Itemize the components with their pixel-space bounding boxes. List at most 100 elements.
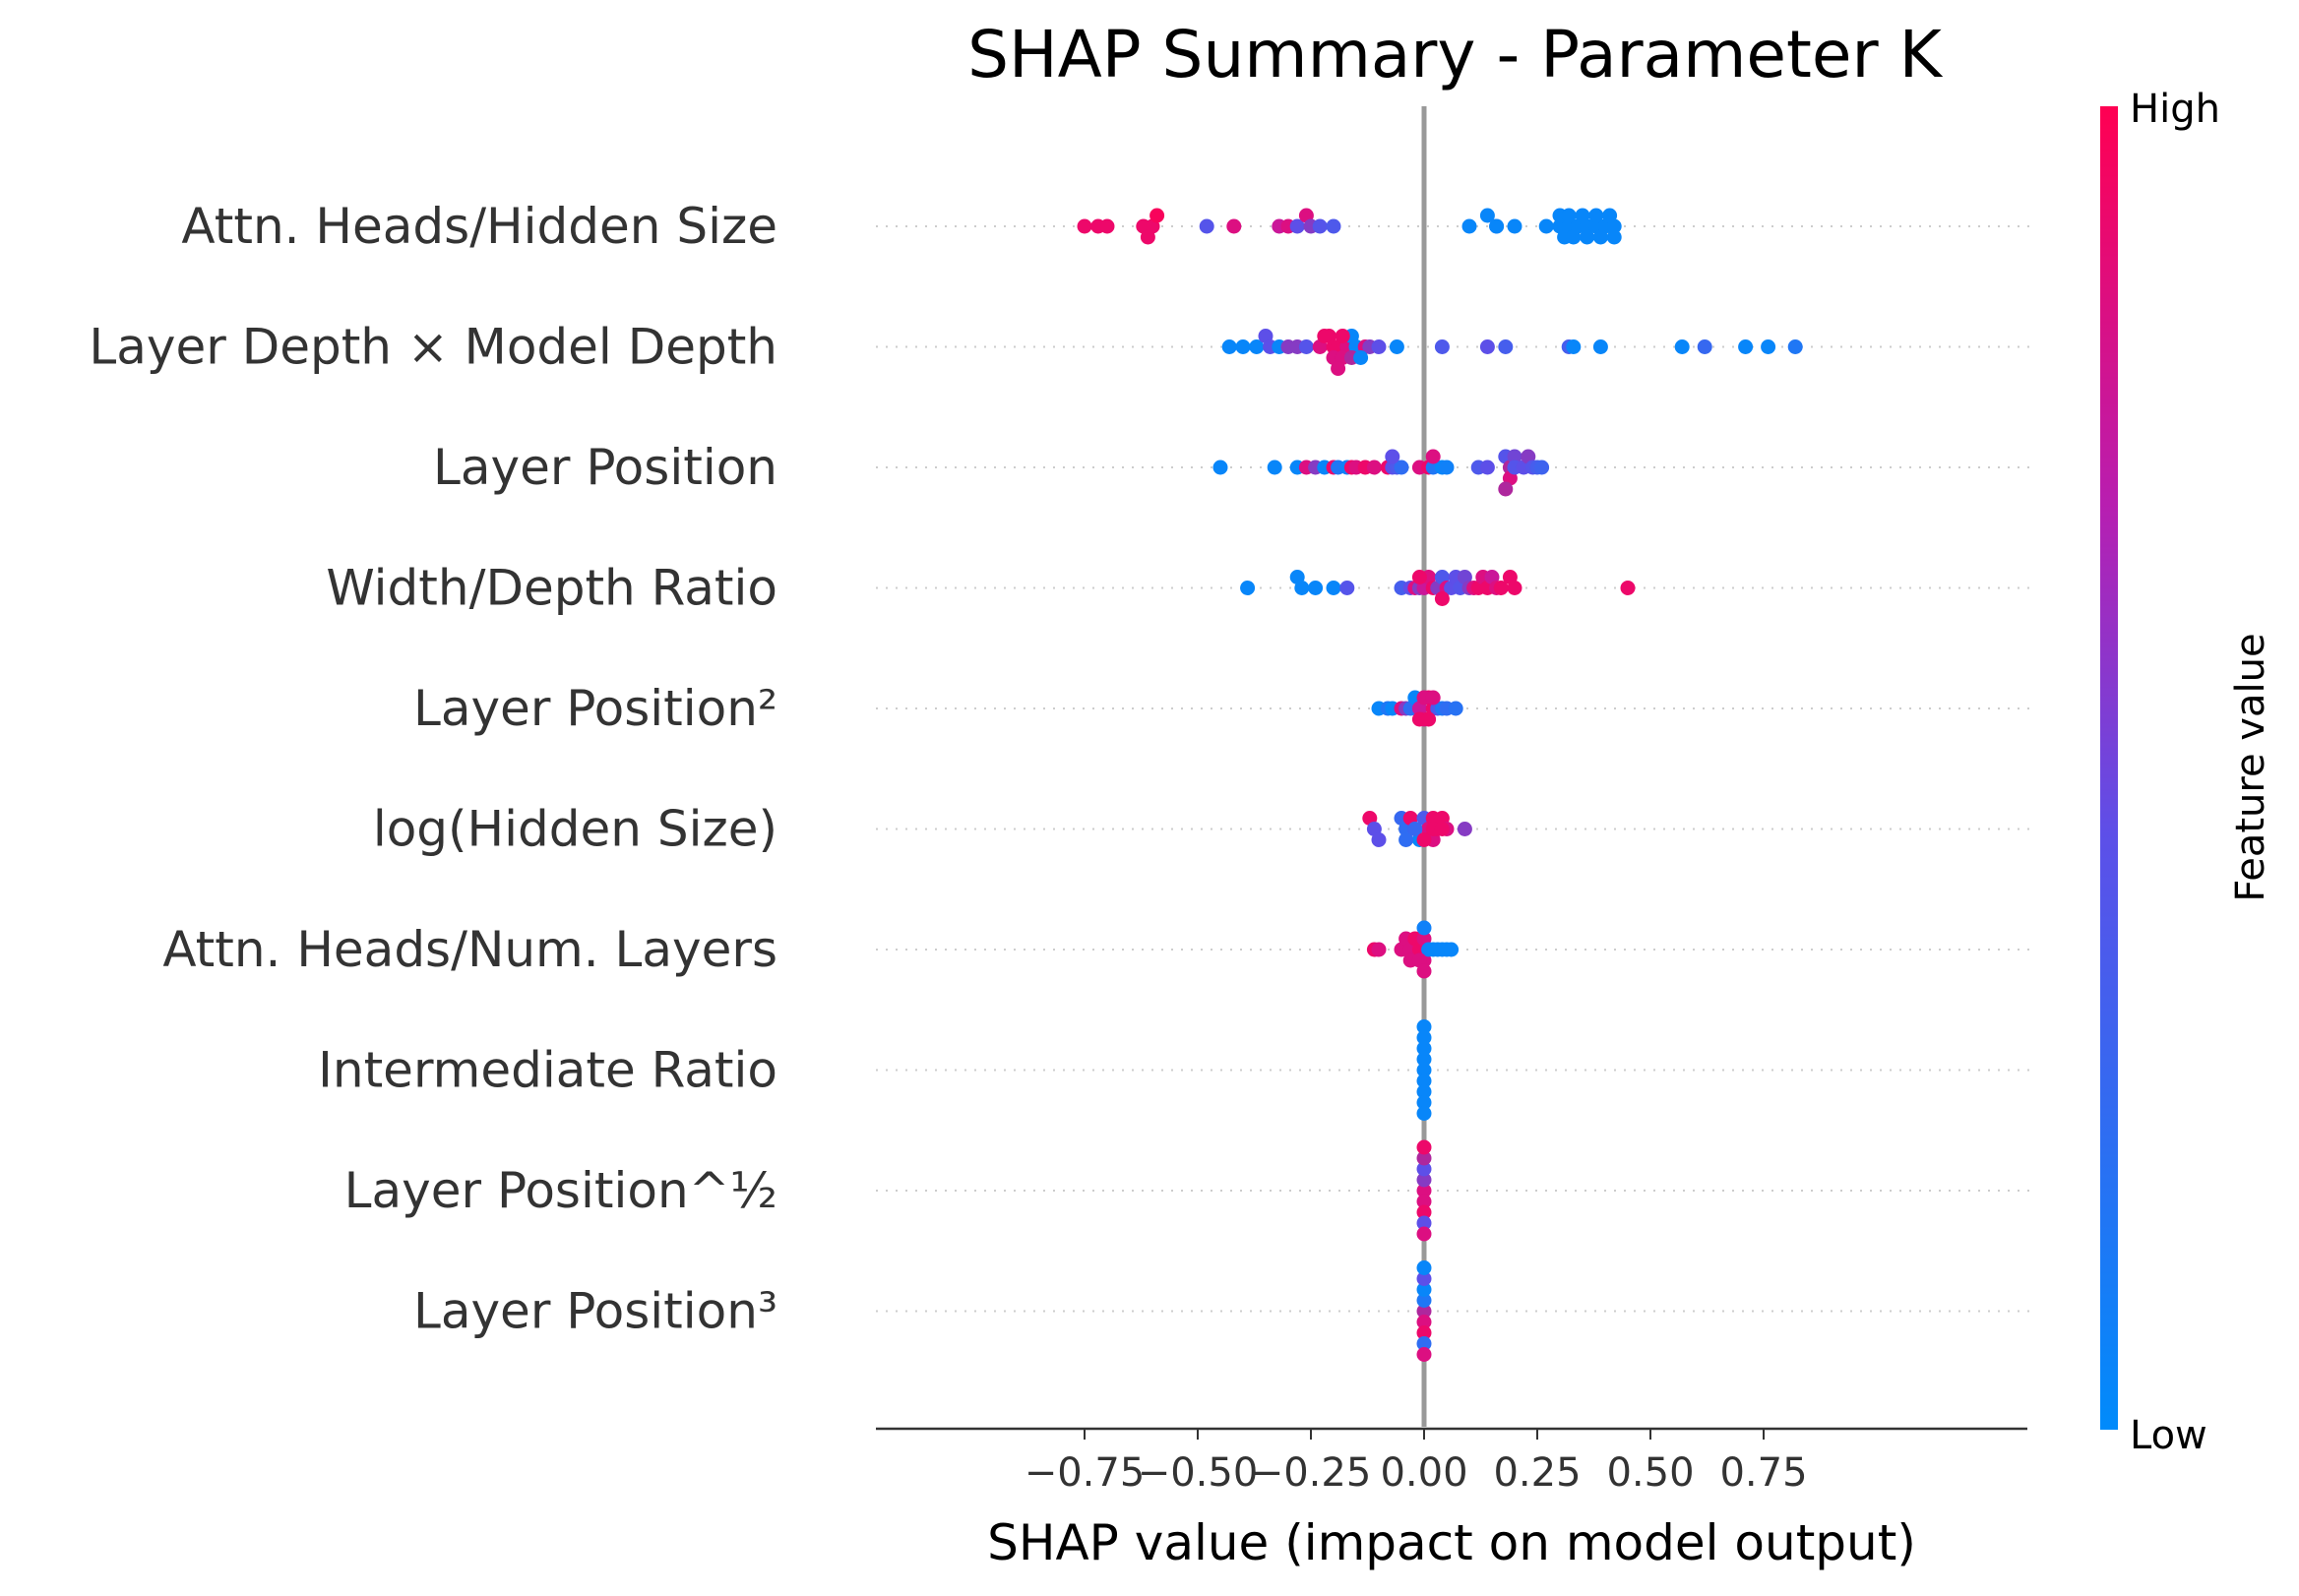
shap-point bbox=[1580, 229, 1595, 245]
shap-point bbox=[1353, 350, 1369, 365]
shap-point bbox=[1416, 1084, 1432, 1099]
x-axis-title: SHAP value (impact on model output) bbox=[987, 1514, 1916, 1571]
shap-point bbox=[1416, 1315, 1432, 1329]
shap-point bbox=[1588, 208, 1604, 223]
shap-point bbox=[1312, 218, 1328, 234]
feature-label: Attn. Heads/Num. Layers bbox=[162, 921, 777, 978]
shap-point bbox=[1099, 218, 1115, 234]
shap-point bbox=[1493, 581, 1509, 595]
shap-point bbox=[1416, 1215, 1432, 1231]
shap-point bbox=[1592, 339, 1608, 354]
shap-point bbox=[1212, 460, 1228, 475]
shap-point bbox=[1425, 690, 1441, 706]
shap-point bbox=[1416, 1336, 1432, 1351]
shap-point bbox=[1592, 229, 1608, 245]
shap-point bbox=[1498, 481, 1514, 497]
shap-point bbox=[1674, 339, 1690, 354]
shap-point bbox=[1416, 1183, 1432, 1198]
shap-point bbox=[1479, 208, 1495, 223]
shap-point bbox=[1326, 581, 1341, 595]
x-tick-label: −0.75 bbox=[1025, 1450, 1146, 1496]
shap-point bbox=[1416, 1304, 1432, 1319]
shap-point bbox=[1221, 339, 1237, 354]
colorbar bbox=[2100, 106, 2118, 1430]
shap-point bbox=[1416, 1204, 1432, 1220]
shap-point bbox=[1267, 460, 1282, 475]
shap-point bbox=[1389, 339, 1404, 354]
feature-label: Attn. Heads/Hidden Size bbox=[181, 198, 777, 255]
shap-point bbox=[1371, 942, 1387, 957]
shap-point bbox=[1339, 581, 1355, 595]
shap-point bbox=[1416, 1150, 1432, 1166]
x-tick-label: −0.50 bbox=[1138, 1450, 1259, 1496]
shap-point bbox=[1416, 1074, 1432, 1088]
shap-point bbox=[1366, 460, 1382, 475]
shap-point bbox=[1697, 339, 1712, 354]
feature-label: Layer Position bbox=[433, 439, 777, 496]
shap-point bbox=[1479, 460, 1495, 475]
feature-label: Layer Depth × Model Depth bbox=[89, 319, 777, 376]
colorbar-low-label: Low bbox=[2130, 1413, 2207, 1458]
shap-point bbox=[1534, 460, 1550, 475]
shap-point bbox=[1421, 711, 1437, 727]
shap-point bbox=[1416, 1226, 1432, 1242]
feature-label: Layer Position^½ bbox=[344, 1162, 777, 1219]
shap-point bbox=[1606, 229, 1622, 245]
feature-rows: Attn. Heads/Hidden Size Layer Depth × Mod… bbox=[89, 198, 2029, 1340]
shap-point bbox=[1461, 218, 1477, 234]
shap-point bbox=[1398, 832, 1414, 847]
shap-point bbox=[1416, 963, 1432, 979]
x-tick-label: 0.25 bbox=[1493, 1450, 1581, 1496]
shap-point bbox=[1150, 208, 1165, 223]
shap-point bbox=[1416, 832, 1432, 847]
shap-point bbox=[1507, 218, 1522, 234]
shap-point bbox=[1416, 920, 1432, 936]
shap-point bbox=[1416, 1194, 1432, 1209]
shap-point bbox=[1416, 1172, 1432, 1188]
shap-point bbox=[1331, 361, 1346, 376]
shap-point bbox=[1416, 1139, 1432, 1155]
shap-point bbox=[1507, 449, 1522, 464]
shap-point bbox=[1761, 339, 1776, 354]
shap-point bbox=[1602, 208, 1618, 223]
shap-point bbox=[1077, 218, 1092, 234]
shap-point bbox=[1411, 570, 1427, 584]
shap-point bbox=[1457, 822, 1472, 836]
shap-point bbox=[1394, 460, 1409, 475]
shap-point bbox=[1448, 701, 1463, 716]
shap-point bbox=[1434, 339, 1450, 354]
shap-point bbox=[1371, 832, 1387, 847]
shap-point bbox=[1566, 339, 1582, 354]
x-tick-label: 0.75 bbox=[1719, 1450, 1807, 1496]
shap-point bbox=[1326, 218, 1341, 234]
x-axis-ticks: −0.75−0.50−0.25 0.00 0.25 0.50 0.75 bbox=[1025, 1429, 1808, 1496]
shap-point bbox=[1289, 218, 1305, 234]
shap-point bbox=[1434, 822, 1450, 836]
x-tick-label: 0.50 bbox=[1606, 1450, 1694, 1496]
shap-point bbox=[1489, 218, 1505, 234]
shap-point bbox=[1787, 339, 1803, 354]
feature-label: log(Hidden Size) bbox=[373, 801, 777, 858]
shap-point bbox=[1416, 1052, 1432, 1067]
shap-point bbox=[1479, 339, 1495, 354]
shap-point bbox=[1371, 339, 1387, 354]
shap-point bbox=[1416, 1019, 1432, 1034]
shap-points bbox=[1077, 208, 1803, 1362]
shap-point bbox=[1416, 1271, 1432, 1286]
shap-point bbox=[1226, 218, 1242, 234]
x-tick-label: 0.00 bbox=[1380, 1450, 1467, 1496]
shap-point bbox=[1385, 449, 1400, 464]
shap-point bbox=[1416, 1041, 1432, 1056]
shap-point bbox=[1416, 1161, 1432, 1177]
shap-point bbox=[1249, 339, 1265, 354]
shap-point bbox=[1416, 1106, 1432, 1121]
shap-point bbox=[1444, 942, 1460, 957]
shap-point bbox=[1140, 229, 1155, 245]
shap-point bbox=[1561, 208, 1577, 223]
colorbar-title: Feature value bbox=[2228, 633, 2273, 901]
shap-point bbox=[1620, 581, 1636, 595]
shap-point bbox=[1575, 208, 1590, 223]
shap-point bbox=[1335, 329, 1350, 343]
shap-point bbox=[1407, 822, 1423, 836]
